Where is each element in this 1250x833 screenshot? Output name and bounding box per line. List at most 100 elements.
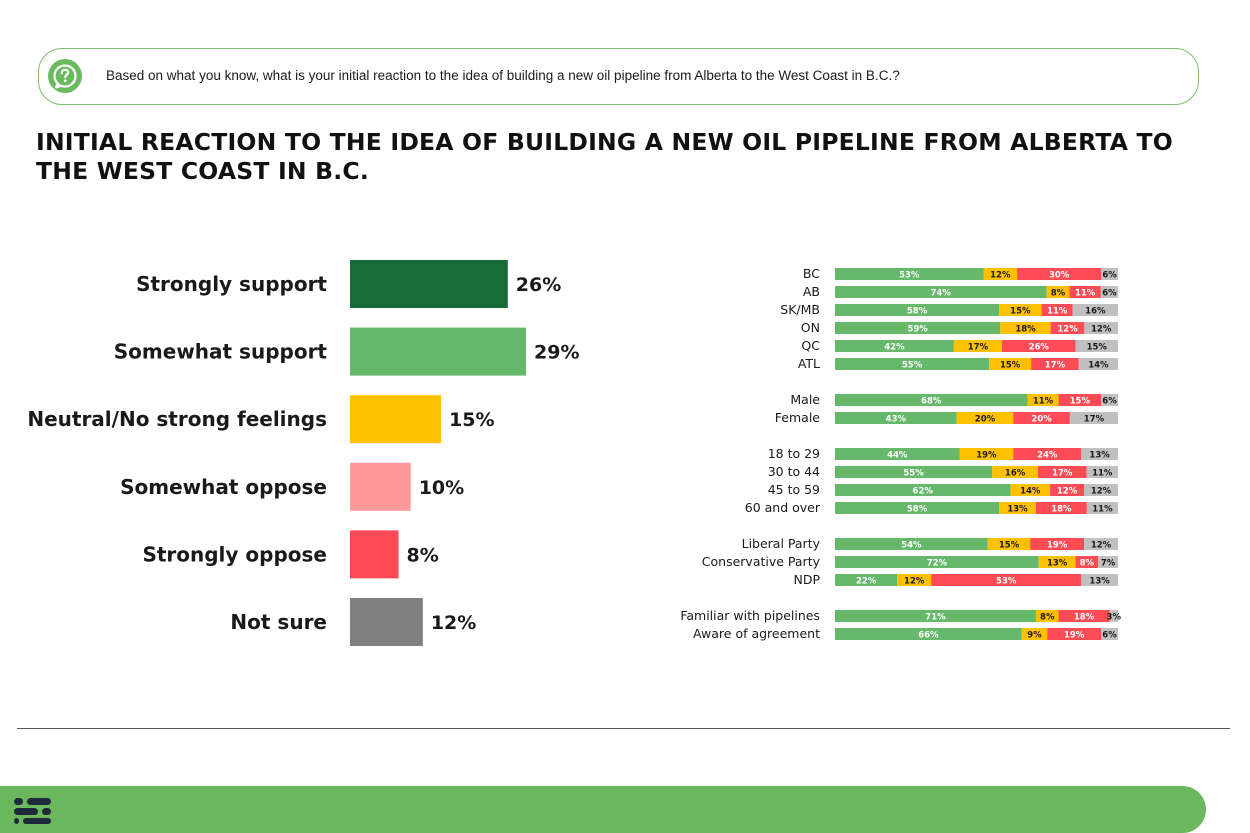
segment-label-familiar-with-pipelines-support: 71%	[925, 613, 946, 623]
row-label-ndp: NDP	[793, 572, 820, 587]
row-label-conservative-party: Conservative Party	[702, 554, 821, 569]
row-label-sk-mb: SK/MB	[780, 302, 820, 317]
row-label-on: ON	[801, 320, 820, 335]
segment-label-on-oppose: 12%	[1057, 325, 1078, 335]
segment-label-45-to-59-not-sure: 12%	[1091, 487, 1112, 497]
category-label-not-sure: Not sure	[230, 610, 327, 634]
segment-aware-of-agreement-oppose	[1047, 628, 1102, 640]
segment-aware-of-agreement-support	[835, 628, 1022, 640]
segment-bc-oppose	[1017, 268, 1102, 280]
segment-label-18-to-29-not-sure: 13%	[1089, 451, 1110, 461]
segment-ndp-neutral	[897, 574, 932, 586]
category-label-somewhat-support: Somewhat support	[114, 340, 328, 364]
subgroup-breakdown-chart: BC 53% 12% 30% 6% AB 74% 8% 11% 6% SK/MB 58% 15% 11% 1…	[680, 266, 1122, 641]
segment-label-bc-neutral: 12%	[990, 271, 1011, 281]
segment-label-45-to-59-support: 62%	[913, 487, 934, 497]
segment-label-18-to-29-oppose: 24%	[1037, 451, 1058, 461]
segment-female-support	[835, 412, 957, 424]
value-label-strongly-oppose: 8%	[407, 544, 439, 566]
segment-ndp-oppose	[931, 574, 1082, 586]
row-label-45-to-59: 45 to 59	[768, 482, 820, 497]
question-box: Based on what you know, what is your ini…	[38, 48, 1199, 105]
footer-bar	[0, 786, 1206, 833]
segment-aware-of-agreement-neutral	[1021, 628, 1048, 640]
segment-on-support	[835, 322, 1001, 334]
bar-strongly-oppose	[350, 530, 399, 579]
segment-bc-support	[835, 268, 984, 280]
segment-label-sk-mb-not-sure: 16%	[1085, 307, 1106, 317]
segment-label-atl-oppose: 17%	[1045, 361, 1066, 371]
segment-label-ndp-support: 22%	[856, 577, 877, 587]
segment-male-oppose	[1058, 394, 1102, 406]
bar-strongly-support	[350, 260, 508, 308]
segment-label-familiar-with-pipelines-not-sure: 3%	[1107, 613, 1122, 623]
bar-not-sure	[350, 598, 423, 646]
segment-label-ab-not-sure: 6%	[1102, 289, 1117, 299]
segment-18-to-29-neutral	[959, 448, 1014, 460]
segment-sk-mb-not-sure	[1072, 304, 1118, 316]
row-label-male: Male	[790, 392, 820, 407]
segment-bc-neutral	[983, 268, 1018, 280]
value-label-somewhat-oppose: 10%	[419, 477, 464, 499]
segment-45-to-59-not-sure	[1084, 484, 1118, 496]
segment-label-18-to-29-neutral: 19%	[976, 451, 997, 461]
segment-label-qc-support: 42%	[884, 343, 905, 353]
category-label-somewhat-oppose: Somewhat oppose	[120, 475, 327, 499]
brand-logo-icon	[14, 798, 51, 824]
row-label-60-and-over: 60 and over	[745, 500, 821, 515]
segment-ndp-not-sure	[1081, 574, 1118, 586]
row-label-female: Female	[775, 410, 821, 425]
segment-label-familiar-with-pipelines-oppose: 18%	[1074, 613, 1095, 623]
segment-label-sk-mb-support: 58%	[907, 307, 928, 317]
segment-label-on-neutral: 18%	[1015, 325, 1036, 335]
segment-atl-oppose	[1031, 358, 1079, 370]
segment-ab-not-sure	[1100, 286, 1118, 298]
row-label-30-to-44: 30 to 44	[768, 464, 820, 479]
segment-label-sk-mb-neutral: 15%	[1010, 307, 1031, 317]
row-label-bc: BC	[803, 266, 820, 281]
segment-on-not-sure	[1084, 322, 1118, 334]
segment-label-on-not-sure: 12%	[1091, 325, 1112, 335]
segment-familiar-with-pipelines-neutral	[1035, 610, 1059, 622]
segment-label-on-support: 59%	[907, 325, 928, 335]
value-label-somewhat-support: 29%	[534, 342, 579, 364]
segment-label-sk-mb-oppose: 11%	[1047, 307, 1068, 317]
bar-neutral-no-strong-feelings	[350, 395, 442, 444]
row-label-ab: AB	[803, 284, 820, 299]
segment-qc-neutral	[953, 340, 1002, 352]
segment-label-ab-support: 74%	[931, 289, 952, 299]
segment-label-female-oppose: 20%	[1031, 415, 1052, 425]
segment-liberal-party-neutral	[987, 538, 1031, 550]
value-label-not-sure: 12%	[431, 612, 476, 634]
segment-label-male-neutral: 11%	[1033, 397, 1054, 407]
segment-ab-support	[835, 286, 1047, 298]
segment-label-female-neutral: 20%	[975, 415, 996, 425]
segment-label-30-to-44-neutral: 16%	[1005, 469, 1026, 479]
bar-somewhat-oppose	[350, 462, 411, 511]
segment-label-aware-of-agreement-oppose: 19%	[1064, 631, 1085, 641]
segment-liberal-party-oppose	[1030, 538, 1085, 550]
segment-label-atl-support: 55%	[902, 361, 923, 371]
segment-18-to-29-oppose	[1013, 448, 1082, 460]
question-bubble-icon	[48, 59, 82, 93]
segment-label-female-support: 43%	[886, 415, 907, 425]
segment-label-30-to-44-not-sure: 11%	[1092, 469, 1113, 479]
segment-label-bc-oppose: 30%	[1049, 271, 1070, 281]
segment-label-conservative-party-support: 72%	[927, 559, 948, 569]
segment-60-and-over-support	[835, 502, 1000, 514]
segment-atl-neutral	[989, 358, 1032, 370]
segment-60-and-over-not-sure	[1086, 502, 1118, 514]
segment-label-30-to-44-oppose: 17%	[1052, 469, 1073, 479]
segment-30-to-44-not-sure	[1086, 466, 1118, 478]
segment-label-male-not-sure: 6%	[1102, 397, 1117, 407]
segment-ab-neutral	[1046, 286, 1070, 298]
row-label-liberal-party: Liberal Party	[742, 536, 821, 551]
row-label-aware-of-agreement: Aware of agreement	[693, 626, 820, 641]
segment-sk-mb-oppose	[1041, 304, 1073, 316]
segment-label-aware-of-agreement-neutral: 9%	[1027, 631, 1042, 641]
segment-conservative-party-oppose	[1075, 556, 1099, 568]
segment-label-30-to-44-support: 55%	[903, 469, 924, 479]
segment-label-18-to-29-support: 44%	[887, 451, 908, 461]
segment-atl-not-sure	[1078, 358, 1118, 370]
segment-18-to-29-support	[835, 448, 960, 460]
